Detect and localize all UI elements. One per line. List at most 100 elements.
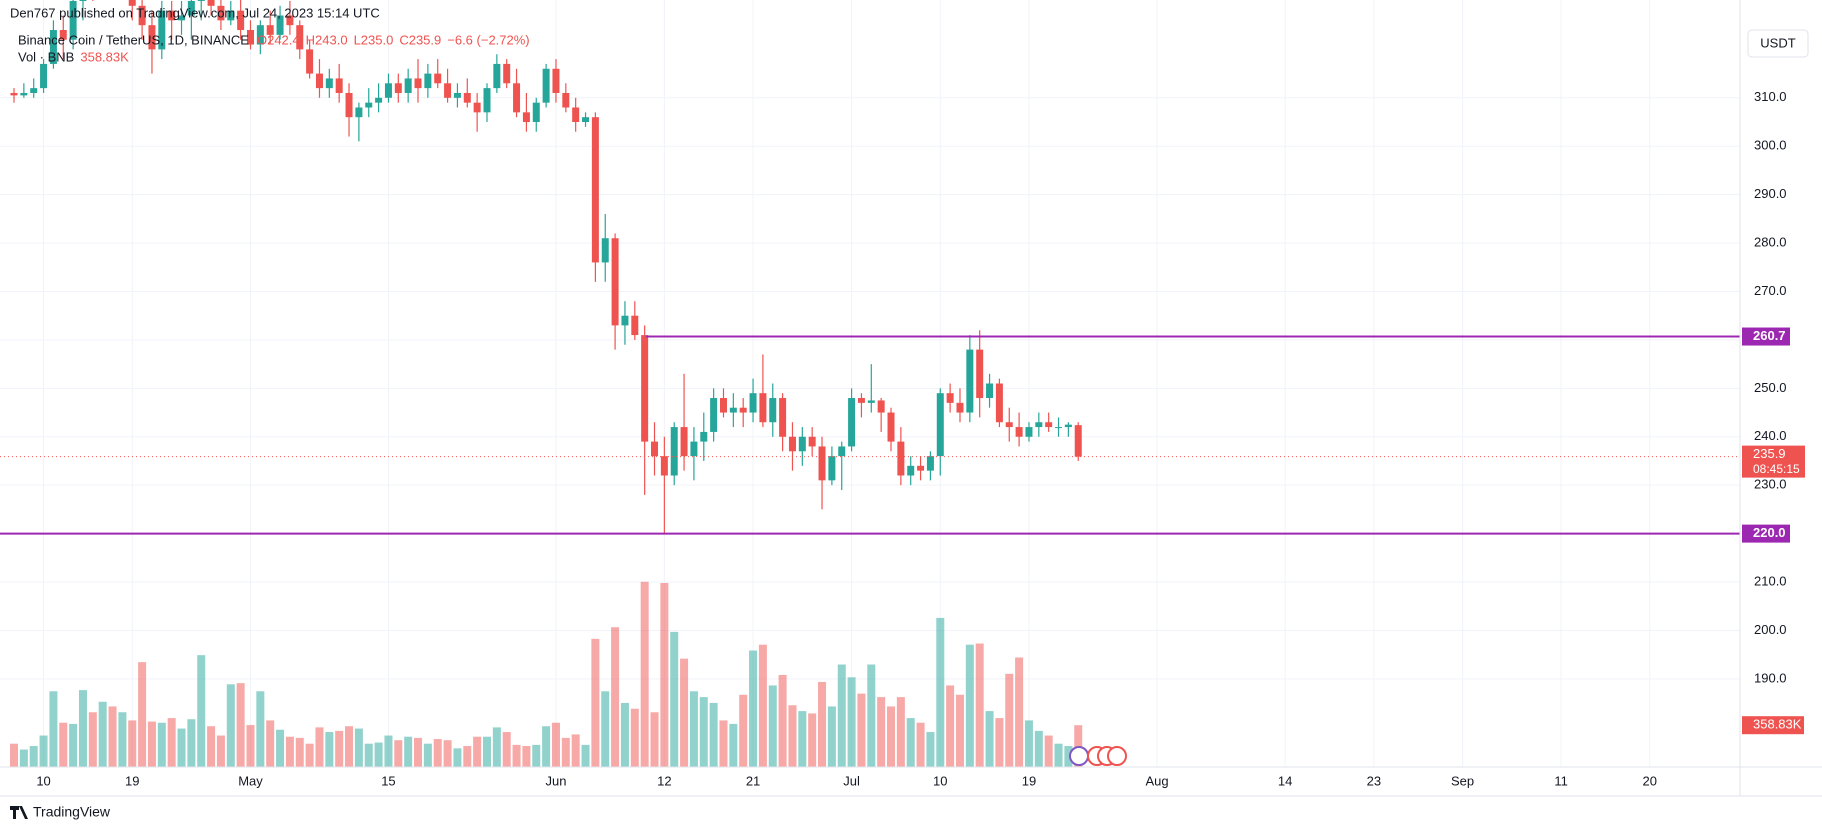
candle-body	[168, 10, 176, 21]
volume-bar	[689, 691, 698, 767]
volume-bar	[492, 727, 501, 767]
candle-body	[335, 78, 343, 93]
volume-bar	[936, 617, 945, 767]
volume-bar	[877, 697, 886, 767]
candle-body	[995, 383, 1003, 423]
volume-bar	[197, 655, 206, 767]
volume-bar	[532, 744, 541, 767]
candle-body	[897, 441, 905, 476]
volume-bar	[906, 718, 915, 767]
candle-body	[926, 456, 934, 471]
x-tick-label: 14	[1278, 773, 1292, 788]
volume-bar	[276, 729, 285, 767]
volume-bar	[699, 697, 708, 767]
candle-body	[680, 427, 688, 457]
volume-bar	[335, 730, 344, 767]
candle-body	[917, 465, 925, 471]
currency-button[interactable]	[1747, 29, 1809, 58]
volume-bar	[473, 736, 482, 767]
candle-body	[966, 349, 974, 413]
candle-body	[1025, 427, 1033, 437]
volume-bar	[1034, 730, 1043, 767]
brand-logo: TradingView	[10, 804, 111, 820]
volume-bar	[758, 644, 767, 767]
volume-bar	[463, 746, 472, 767]
volume-bar	[630, 708, 639, 767]
volume-bar	[896, 697, 905, 767]
ohlc-legend-value: H243.0	[306, 32, 348, 47]
candle-body	[49, 30, 57, 64]
candle-body	[1074, 425, 1082, 457]
ohlc-legend-value: C235.9	[399, 32, 441, 47]
candle-body	[759, 393, 767, 423]
x-tick-label: 10	[36, 773, 50, 788]
candle-body	[611, 238, 619, 326]
candle-body	[522, 112, 530, 123]
volume-bar	[640, 581, 649, 767]
volume-bar	[798, 711, 807, 767]
volume-bar	[216, 735, 225, 767]
volume-bar	[561, 737, 570, 767]
volume-bar	[345, 726, 354, 767]
currency-label[interactable]: USDT	[1760, 35, 1795, 50]
x-tick-label: Aug	[1145, 773, 1168, 788]
volume-bar	[512, 744, 521, 767]
candle-body	[138, 5, 146, 26]
volume-bar	[374, 742, 383, 767]
candle-body	[986, 383, 994, 399]
volume-bar	[542, 726, 551, 767]
volume-bar	[768, 685, 777, 767]
candle-body	[345, 92, 353, 118]
volume-bar	[818, 681, 827, 767]
volume-bar	[670, 631, 679, 767]
candle-body	[729, 407, 737, 413]
volume-badge	[1742, 716, 1804, 735]
volume-badge-label: 358.83K	[1753, 717, 1802, 732]
candle-body	[601, 238, 609, 263]
volume-legend: Vol · BNB	[18, 49, 74, 64]
x-tick-label: 15	[381, 773, 395, 788]
candle-body	[513, 83, 521, 113]
candle-body	[1045, 422, 1053, 428]
ohlc-legend-value: L235.0	[354, 32, 394, 47]
candle-body	[552, 68, 560, 93]
candle-body	[788, 436, 796, 452]
volume-bar	[660, 582, 669, 767]
volume-bar	[522, 746, 531, 767]
candle-body	[542, 68, 550, 103]
volume-bar	[581, 744, 590, 767]
brand-name: TradingView	[33, 804, 111, 820]
volume-bar	[591, 638, 600, 767]
candle-body	[375, 97, 383, 103]
x-tick-label: 10	[933, 773, 947, 788]
candle-body	[434, 73, 442, 84]
volume-bar	[1044, 735, 1053, 767]
candle-body	[424, 73, 432, 89]
candle-body	[651, 441, 659, 457]
volume-bar	[305, 743, 314, 767]
volume-bar	[1015, 657, 1024, 767]
countdown-label: 08:45:15	[1753, 462, 1800, 476]
volume-bar	[404, 736, 413, 767]
candle-body	[256, 25, 264, 45]
level-label: 260.7	[1753, 328, 1786, 343]
event-icon[interactable]	[1069, 746, 1089, 766]
volume-bar	[551, 722, 560, 767]
volume-bar	[138, 662, 147, 767]
publish-header: Den767 published on TradingView.com, Jul…	[10, 5, 380, 20]
volume-bar	[808, 713, 817, 767]
volume-bar	[788, 705, 797, 767]
volume-bar	[680, 658, 689, 767]
candle-body	[848, 398, 856, 447]
volume-bar	[423, 743, 432, 767]
candle-body	[394, 83, 402, 93]
candle-body	[444, 83, 452, 98]
candle-body	[404, 78, 412, 93]
candle-body	[128, 0, 136, 6]
volume-bar	[78, 690, 87, 767]
candle-body	[779, 398, 787, 437]
event-icons	[1069, 746, 1127, 766]
event-icon[interactable]	[1107, 746, 1127, 766]
candle-body	[414, 78, 422, 89]
